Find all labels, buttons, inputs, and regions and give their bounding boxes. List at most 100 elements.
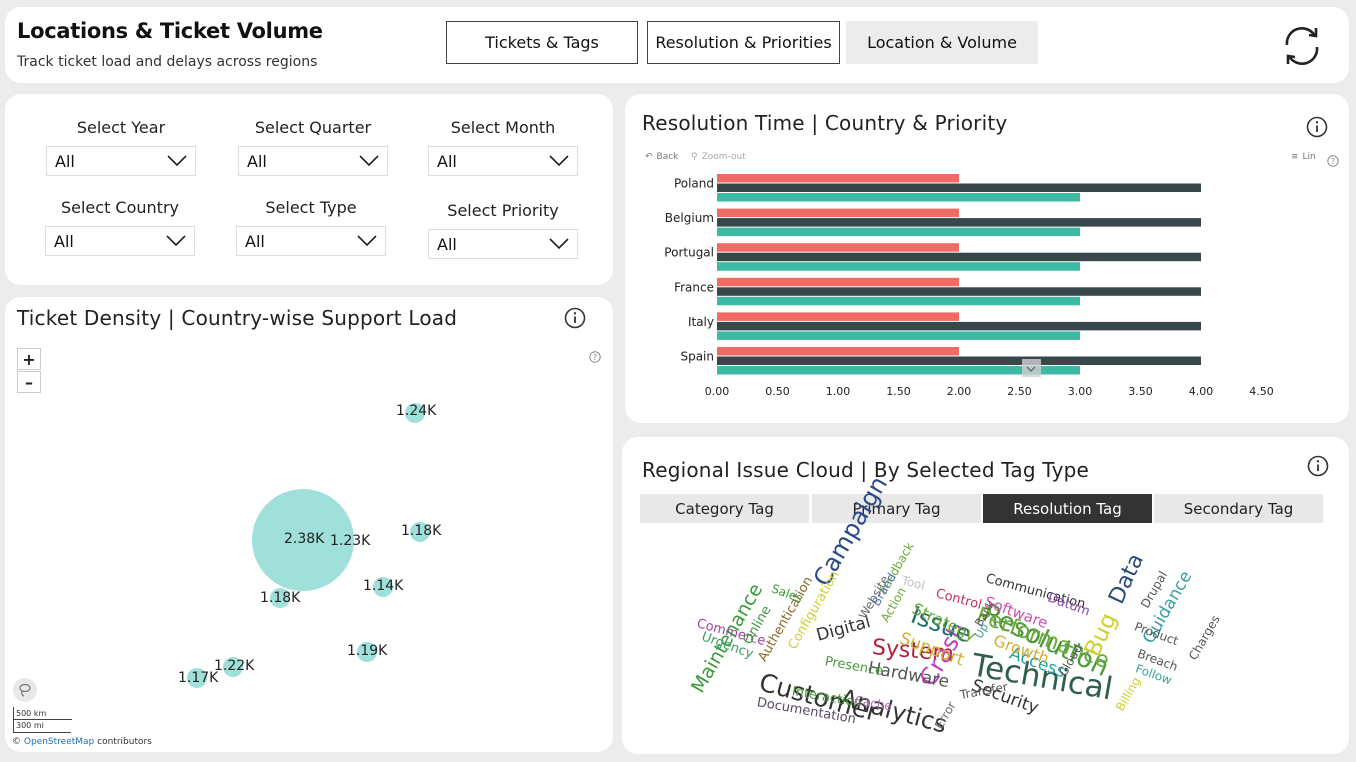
openstreetmap-link[interactable]: OpenStreetMap [23,737,95,747]
bar[interactable] [717,277,959,287]
lasso-select-icon[interactable] [13,678,37,702]
chart-back-button[interactable]: ↶ Back [645,152,678,162]
bar[interactable] [717,218,1201,227]
priority-slicer[interactable]: All [428,229,578,259]
x-tick-label: 1.00 [826,385,851,398]
bar[interactable] [717,366,1080,375]
map-zoom-in-button[interactable]: + [17,348,41,370]
info-icon[interactable] [564,307,586,329]
chevron-down-icon [549,155,569,167]
help-icon[interactable]: ? [589,348,601,363]
x-tick-label: 4.00 [1189,385,1214,398]
info-icon[interactable] [1306,116,1328,138]
bar[interactable] [717,227,1080,237]
category-label: Spain [680,350,714,364]
bar[interactable] [717,287,1201,296]
cloud-word[interactable]: Bug [1079,609,1123,661]
zoom-out-label: Zoom-out [701,152,746,162]
year-slicer[interactable]: All [46,146,196,176]
nav-button-location-volume[interactable]: Location & Volume [846,21,1038,64]
map-bubble-label: 1.24K [396,403,437,419]
scale-toggle[interactable]: ≡ Lin [1291,152,1316,162]
bar[interactable] [717,174,959,183]
map-zoom-out-button[interactable]: – [17,371,41,393]
list-icon: ≡ [1291,152,1299,162]
bar[interactable] [717,312,959,321]
map-bubble[interactable] [223,657,243,677]
x-tick-label: 4.50 [1249,385,1274,398]
country-slicer[interactable]: All [45,226,195,256]
nav-button-resolution-priorities[interactable]: Resolution & Priorities [647,21,840,64]
x-tick-label: 0.00 [705,385,730,398]
country-slicer-value: All [54,231,74,251]
tab-primary-tag[interactable]: Primary Tag [812,494,981,523]
bar[interactable] [717,193,1080,202]
refresh-icon[interactable] [1277,21,1327,71]
cloud-word[interactable]: Analytics [837,683,950,739]
nav-button-tickets-tags[interactable]: Tickets & Tags [446,21,638,64]
help-icon[interactable]: ? [1327,152,1339,167]
cloud-word[interactable]: Control [934,586,984,613]
bar[interactable] [717,243,959,252]
bar[interactable] [717,208,959,218]
bar[interactable] [717,347,959,356]
x-tick-label: 3.00 [1068,385,1093,398]
bar[interactable] [717,331,1080,340]
chevron-down-icon [1026,366,1036,372]
tab-resolution-tag[interactable]: Resolution Tag [983,494,1152,523]
bar[interactable] [717,296,1080,306]
map-scale-bar: 500 km 300 mi [13,707,72,733]
ticket-density-map-card: Ticket Density | Country-wise Support Lo… [5,297,613,752]
header-bar: Locations & Ticket Volume Track ticket l… [5,7,1349,83]
tab-secondary-tag[interactable]: Secondary Tag [1154,494,1323,523]
map-bubble-label: 1.23K [330,533,371,549]
issue-cloud-card: Regional Issue Cloud | By Selected Tag T… [622,437,1349,754]
scale-label: Lin [1302,152,1316,162]
chart-scroll-handle[interactable] [1022,359,1041,377]
tab-category-tag[interactable]: Category Tag [640,494,809,523]
month-slicer-value: All [437,151,457,171]
year-slicer-label: Select Year [76,118,166,137]
info-icon[interactable] [1307,455,1329,477]
map-scale-km: 500 km [16,709,47,718]
category-label: Portugal [664,246,714,260]
category-label: Belgium [665,211,714,225]
chevron-down-icon [549,238,569,250]
bar[interactable] [717,252,1201,262]
attribution-suffix: contributors [97,737,152,747]
map-bubble[interactable] [187,668,207,688]
x-tick-label: 3.50 [1128,385,1153,398]
map-bubble-label: 1.14K [363,578,404,594]
map-bubble-label: 1.19K [347,643,388,659]
magnifier-icon: ⚲ [691,152,698,162]
cloud-word[interactable]: Charges [1185,612,1223,663]
x-tick-label: 2.50 [1007,385,1032,398]
map-bubble[interactable] [357,642,377,662]
back-arrow-icon: ↶ [645,152,653,162]
cloud-word[interactable]: Billing [1112,674,1144,714]
type-slicer-label: Select Type [265,198,357,217]
back-label: Back [656,152,679,162]
filter-panel: Select Year All Select Quarter All Selec… [5,94,613,285]
month-slicer[interactable]: All [428,146,578,176]
bar[interactable] [717,183,1201,193]
priority-slicer-label: Select Priority [447,201,559,220]
month-slicer-label: Select Month [450,118,556,137]
map-bubble[interactable] [405,403,425,423]
year-slicer-value: All [55,151,75,171]
quarter-slicer[interactable]: All [238,146,388,176]
cloud-word[interactable]: Error [931,699,959,732]
map-bubble[interactable] [332,532,352,552]
bar[interactable] [717,321,1201,331]
svg-text:?: ? [1331,157,1335,166]
country-slicer-label: Select Country [60,198,179,217]
priority-slicer-value: All [437,234,457,254]
map-bubble[interactable] [373,577,393,597]
map-bubble[interactable] [270,588,290,608]
chart-zoom-out-button[interactable]: ⚲ Zoom-out [691,152,746,162]
map-bubble[interactable] [410,522,430,542]
bar[interactable] [717,356,1201,366]
bar[interactable] [717,262,1080,271]
type-slicer[interactable]: All [236,226,386,256]
map-scale-mi: 300 mi [16,721,44,730]
